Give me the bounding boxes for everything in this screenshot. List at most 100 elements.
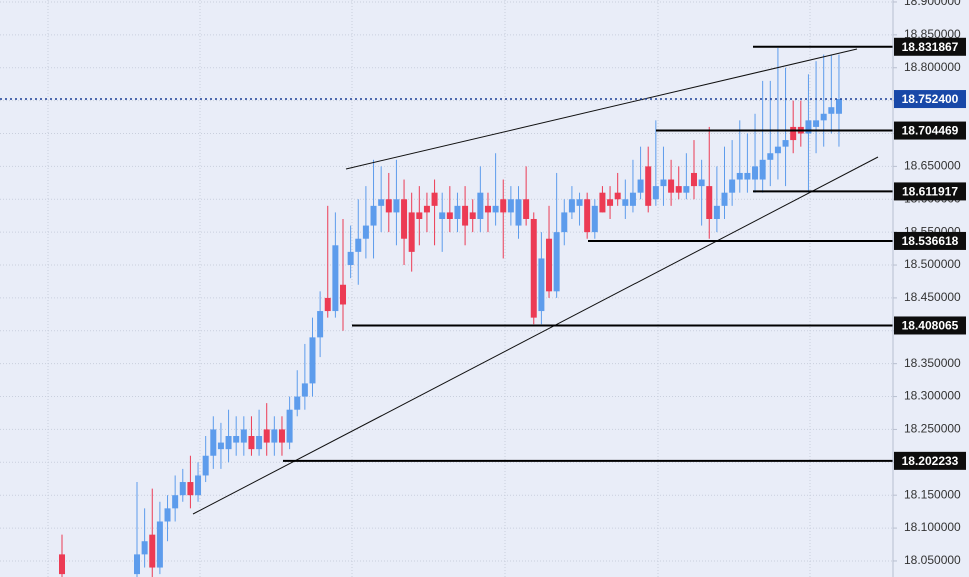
candle-body [477,192,484,219]
candle-body [355,238,362,252]
candle-body [660,179,667,187]
candle-body [164,508,171,522]
candle-body [607,199,614,206]
candle-body [446,212,453,219]
candle-body [202,455,209,476]
y-tick-label: 18.150000 [904,487,961,501]
y-tick-label: 18.850000 [904,27,961,41]
candle-body [805,120,812,134]
candle-body [767,153,774,160]
candle-body [553,232,560,292]
candle-body [301,383,308,397]
y-tick-label: 18.450000 [904,290,961,304]
candle-body [599,192,606,213]
candle-body [629,192,636,206]
candle-body [141,541,148,555]
candle-body [332,245,339,312]
candle-body [736,172,743,180]
candle-body [683,186,690,193]
candle-body [278,429,285,443]
candle-body [317,311,324,338]
candle-body [729,179,736,193]
level-label-box [894,121,966,140]
candle-body [500,199,507,213]
y-tick-label: 18.650000 [904,159,961,173]
candle-body [240,429,247,443]
candle-body [782,140,789,147]
candle-body [59,554,65,575]
y-tick-label: 18.500000 [904,257,961,271]
level-label-box [894,451,966,470]
candle-body [546,238,553,292]
candle-body [759,159,766,180]
candle-body [652,186,659,200]
candle-body [431,192,438,206]
candle-body [469,212,476,219]
candle-body [530,218,537,318]
y-tick-label: 18.350000 [904,356,961,370]
candle-body [340,284,347,305]
level-label-box [894,182,966,201]
candle-body [294,396,301,410]
level-label: 18.408065 [902,319,959,333]
candle-body [195,475,202,496]
upper-trend-line [345,48,858,170]
y-tick-label: 18.800000 [904,60,961,74]
y-tick-label: 18.900000 [904,0,961,8]
candle-body [713,205,720,219]
last-price-box [894,90,966,109]
candle-body [690,172,697,187]
lower-trend-line [192,156,879,515]
candle-body [309,337,316,384]
candle-body [523,199,530,219]
candle-body [324,297,331,312]
candle-body [835,99,842,114]
candle-body [408,212,415,252]
candle-body [561,212,568,233]
candle-body [668,179,675,193]
candle-body [416,212,423,219]
candle-body [187,482,194,496]
candle-body [347,251,354,266]
vertical-grid [47,0,811,577]
candle-body [256,436,263,450]
y-tick-label: 18.100000 [904,520,961,534]
candle-body [248,436,255,450]
candle-body [217,442,224,450]
candle-body [774,146,781,154]
candle-body [675,186,682,193]
level-label: 18.202233 [902,454,959,468]
candle-body [156,521,163,568]
candle-body [378,199,385,206]
candle-body [584,199,591,233]
candle-body [538,258,545,312]
level-label: 18.704469 [902,124,959,138]
level-label-box [894,316,966,335]
candle-body [591,205,598,233]
candle-body [622,199,629,206]
candle-body [484,205,491,213]
candle-body [454,205,461,219]
candle-body [179,482,186,496]
candle-body [645,166,652,206]
candle-body [172,495,179,509]
candle-body [149,534,156,568]
level-label: 18.536618 [902,234,959,248]
candle-body [286,409,293,443]
candle-body [568,199,575,213]
y-tick-label: 18.050000 [904,553,961,567]
last-price-label: 18.752400 [902,92,959,106]
candle-body [744,172,751,180]
candle-body [271,429,278,443]
candle-body [515,199,522,226]
y-tick-label: 18.250000 [904,422,961,436]
candle-body [813,120,820,127]
candle-body [637,179,644,193]
candle-body [423,205,430,213]
candle-body [370,205,377,226]
candle-body [393,199,400,213]
candle-body [790,126,797,141]
candle-body [233,436,240,443]
